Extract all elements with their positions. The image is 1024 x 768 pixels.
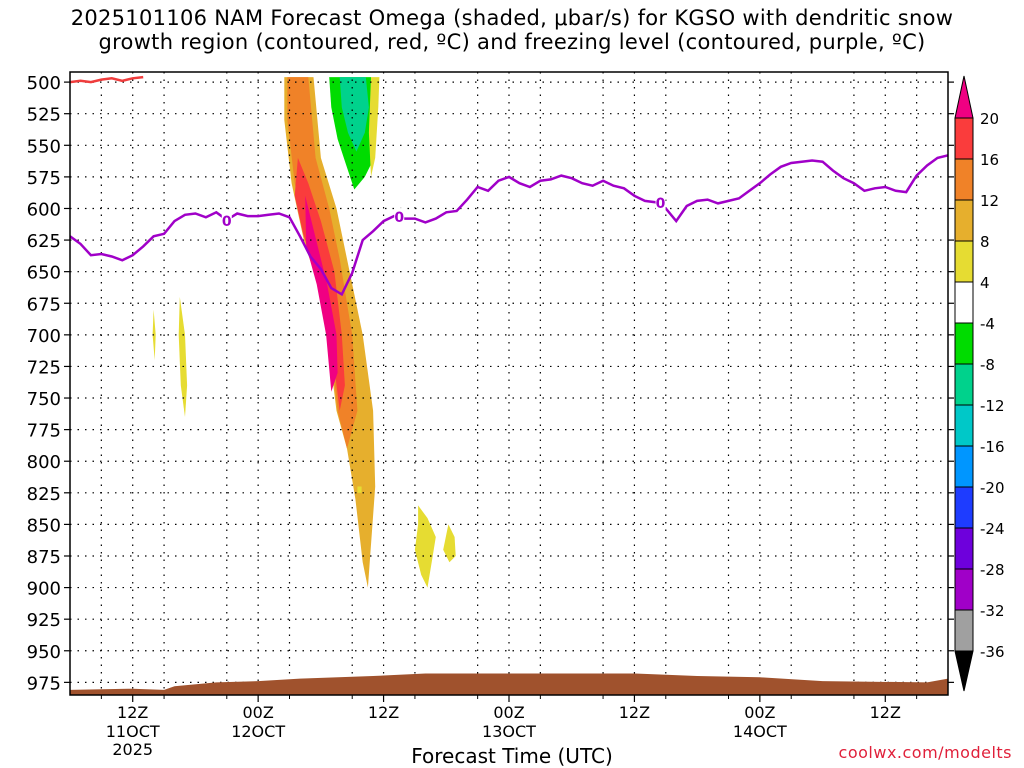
x-tick-label-18: 00Z [242, 703, 273, 722]
omega-region-12 [491, 366, 503, 462]
colorbar-label-5: -4 [980, 315, 995, 333]
omega-shading [152, 77, 540, 588]
freezing-level-line [70, 154, 948, 297]
y-tick-label-875: 875 [27, 547, 61, 568]
dgz-contour [70, 75, 144, 84]
omega-region-8 [357, 486, 362, 493]
colorbar-box-7 [954, 404, 974, 447]
y-tick-label-575: 575 [27, 168, 61, 189]
colorbar-label-13: -36 [980, 643, 1005, 661]
gridlines [70, 72, 948, 695]
x-tick-label-78: 12Z [870, 703, 901, 722]
omega-region-9 [414, 505, 436, 588]
colorbar-box-6 [954, 363, 974, 406]
omega-region-6 [368, 77, 380, 177]
y-tick-label-675: 675 [27, 294, 61, 315]
colorbar-label-10: -24 [980, 520, 1005, 538]
contour-lines: 0 0 0 [70, 75, 948, 297]
x-tick-label-6: 12Z [117, 703, 148, 722]
y-tick-label-800: 800 [27, 452, 61, 473]
omega-region-5 [339, 77, 369, 152]
freezing-label-1: 0 [394, 210, 404, 226]
omega-region-10 [443, 524, 456, 563]
plot-frame [69, 71, 949, 696]
colorbar-box-5 [954, 322, 974, 365]
omega-region-3 [305, 195, 338, 392]
y-tick-label-525: 525 [27, 105, 61, 126]
y-tick-label-950: 950 [27, 642, 61, 663]
x-axis-label: Forecast Time (UTC) [411, 744, 613, 768]
y-tick-label-825: 825 [27, 484, 61, 505]
colorbar-box-12 [954, 609, 974, 652]
terrain-polygon [70, 673, 948, 695]
colorbar-bottom-arrow [954, 650, 974, 692]
colorbar-box-0 [954, 117, 974, 160]
y-tick-label-550: 550 [27, 136, 61, 157]
x-tick-date-66: 14OCT [733, 722, 787, 741]
colorbar-label-11: -28 [980, 561, 1005, 579]
omega-region-13 [533, 353, 540, 436]
colorbar-box-3 [954, 240, 974, 283]
y-tick-label-700: 700 [27, 326, 61, 347]
freezing-label-bg-0 [221, 211, 232, 228]
omega-region-11 [401, 372, 410, 449]
colorbar-box-8 [954, 445, 974, 488]
omega-region-7 [178, 296, 188, 417]
freezing-label-2: 0 [656, 196, 666, 212]
freezing-label-0: 0 [222, 214, 232, 230]
colorbar-label-9: -20 [980, 479, 1005, 497]
colorbar-box-9 [954, 486, 974, 529]
colorbar-box-1 [954, 158, 974, 201]
freezing-label-bg-1 [394, 208, 405, 225]
y-tick-label-925: 925 [27, 610, 61, 631]
chart-title-line2: growth region (contoured, red, ºC) and f… [98, 30, 926, 54]
colorbar-top-arrow [954, 75, 974, 119]
chart-title-line1: 2025101106 NAM Forecast Omega (shaded, μ… [70, 6, 954, 30]
colorbar-box-2 [954, 199, 974, 242]
colorbar-box-4 [954, 281, 974, 324]
site-credit: coolwx.com/modelts [838, 743, 1012, 762]
y-tick-label-500: 500 [27, 73, 61, 94]
colorbar-box-10 [954, 527, 974, 570]
y-axis: 500 525 550 575 600 625 650 675 700 725 750 775 800 8… [27, 73, 954, 694]
y-tick-label-625: 625 [27, 231, 61, 252]
colorbar-label-6: -8 [980, 356, 995, 374]
x-tick-date-6: 11OCT [106, 722, 160, 741]
omega-region-14 [152, 309, 156, 361]
x-tick-label-42: 00Z [493, 703, 524, 722]
colorbar-label-2: 12 [980, 192, 999, 210]
colorbar-label-7: -12 [980, 397, 1005, 415]
x-tick-label-30: 12Z [368, 703, 399, 722]
x-tick-year-6: 2025 [112, 740, 153, 759]
x-tick-label-66: 00Z [744, 703, 775, 722]
x-tick-date-42: 13OCT [482, 722, 536, 741]
colorbar-label-1: 16 [980, 151, 999, 169]
y-tick-label-650: 650 [27, 263, 61, 284]
colorbar-label-3: 8 [980, 233, 990, 251]
terrain-fill [70, 673, 948, 695]
x-tick-date-18: 12OCT [231, 722, 285, 741]
y-tick-label-900: 900 [27, 579, 61, 600]
y-tick-label-975: 975 [27, 673, 61, 694]
colorbar-label-12: -32 [980, 602, 1005, 620]
y-tick-label-600: 600 [27, 199, 61, 220]
colorbar-label-0: 20 [980, 110, 999, 128]
x-tick-label-54: 12Z [619, 703, 650, 722]
y-tick-label-775: 775 [27, 421, 61, 442]
colorbar: 20 16 12 8 4 -4 -8 -12 -16 -20 -24 -28 -32 -36 [954, 75, 1005, 692]
colorbar-label-4: 4 [980, 274, 990, 292]
y-tick-label-850: 850 [27, 515, 61, 536]
colorbar-box-11 [954, 568, 974, 611]
y-tick-label-725: 725 [27, 357, 61, 378]
y-tick-label-750: 750 [27, 389, 61, 410]
freezing-label-bg-2 [655, 194, 666, 211]
colorbar-label-8: -16 [980, 438, 1005, 456]
